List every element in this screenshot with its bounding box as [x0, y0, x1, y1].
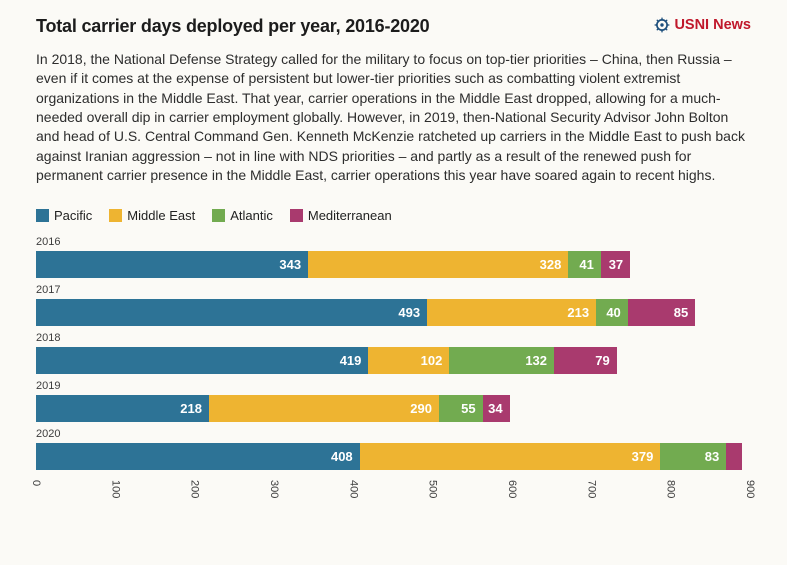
x-axis-tick-label: 200 [188, 480, 201, 499]
legend-swatch [212, 209, 226, 223]
stacked-bar: 408 379 83 [36, 443, 750, 471]
bar-segment-middle-east: 379 [359, 443, 661, 471]
year-label: 2017 [36, 284, 61, 297]
bar-value-label: 328 [539, 257, 562, 273]
bar-value-label: 34 [488, 401, 503, 417]
bar-value-label: 83 [704, 449, 720, 465]
bar-row-2020: 2020 408 379 83 [36, 428, 750, 471]
bar-segment-pacific: 419 [36, 347, 369, 375]
bar-value-label: 55 [461, 401, 476, 417]
bar-value-label: 290 [410, 401, 432, 417]
bar-value-label: 493 [398, 305, 421, 321]
bar-value-label: 85 [673, 305, 689, 321]
legend-swatch [289, 209, 303, 223]
legend-label: Mediterranean [307, 208, 392, 224]
legend-label: Middle East [127, 208, 196, 224]
legend-swatch [109, 209, 123, 223]
x-axis-tick-label: 800 [664, 480, 677, 499]
bar-segment-atlantic: 41 [568, 251, 601, 279]
bar-segment-mediterranean: 34 [482, 395, 510, 423]
usni-news-logo: USNI News [654, 17, 751, 33]
x-axis: 0 100 200 300 400 500 600 700 800 900 [30, 476, 756, 524]
bar-value-label: 41 [579, 257, 594, 273]
stacked-bar: 493 213 40 85 [36, 299, 750, 327]
bar-segment-atlantic: 55 [439, 395, 483, 423]
bar-segment-pacific: 408 [36, 443, 360, 471]
x-axis-tick-label: 400 [347, 480, 360, 499]
bar-segment-middle-east: 290 [208, 395, 439, 423]
stacked-bar: 218 290 55 34 [36, 395, 750, 423]
x-axis-tick-label: 300 [268, 480, 280, 499]
legend-item-pacific: Pacific [36, 208, 92, 223]
bar-value-label: 40 [606, 305, 621, 321]
bar-segment-middle-east: 213 [427, 299, 597, 327]
bar-value-label: 37 [608, 257, 624, 273]
bar-segment-mediterranean: 85 [627, 299, 696, 327]
legend-label: Atlantic [230, 208, 273, 224]
x-axis-tick-label: 700 [585, 480, 598, 499]
legend-swatch [36, 209, 49, 223]
bar-row-2019: 2019 218 290 55 34 [36, 380, 750, 423]
bar-value-label: 343 [279, 257, 302, 273]
stacked-bar: 343 328 41 37 [36, 251, 750, 279]
bar-value-label: 132 [525, 353, 548, 369]
legend-item-atlantic: Atlantic [212, 208, 273, 223]
year-label: 2019 [36, 380, 61, 393]
bar-segment-pacific: 343 [36, 251, 309, 279]
legend-item-mediterranean: Mediterranean [289, 208, 392, 224]
brand-name: USNI News [674, 17, 751, 33]
bar-value-label: 102 [420, 353, 443, 369]
legend-label: Pacific [54, 208, 93, 224]
bar-segment-atlantic: 40 [596, 299, 628, 327]
bar-row-2017: 2017 493 213 40 85 [36, 284, 750, 327]
x-axis-tick-label: 100 [109, 480, 122, 499]
bar-row-2018: 2018 419 102 132 79 [36, 332, 750, 375]
chart-card: Total carrier days deployed per year, 20… [30, 16, 756, 524]
legend-item-middle-east: Middle East [109, 208, 195, 223]
x-axis-tick-label: 900 [744, 480, 756, 499]
header: Total carrier days deployed per year, 20… [36, 16, 751, 37]
bar-value-label: 379 [631, 449, 654, 465]
bar-segment-mediterranean [726, 443, 743, 471]
stacked-bar: 419 102 132 79 [36, 347, 750, 375]
bar-segment-pacific: 493 [36, 299, 428, 327]
bar-value-label: 213 [567, 305, 590, 321]
x-axis-tick-label: 500 [426, 480, 439, 499]
bar-segment-middle-east: 102 [368, 347, 450, 375]
chart-description: In 2018, the National Defense Strategy c… [36, 51, 745, 183]
bar-value-label: 79 [595, 353, 610, 369]
bar-value-label: 408 [330, 449, 353, 465]
year-label: 2020 [36, 428, 61, 441]
legend: Pacific Middle East Atlantic Mediterranean [36, 208, 751, 223]
bar-segment-middle-east: 328 [308, 251, 569, 279]
bar-row-2016: 2016 343 328 41 37 [36, 236, 750, 279]
year-label: 2018 [36, 332, 61, 345]
bar-rows: 2016 343 328 41 37 2017 493 213 40 85 2018 419 102 13… [36, 236, 750, 471]
bar-value-label: 218 [180, 401, 202, 417]
x-axis-tick-label: 0 [30, 480, 42, 487]
bar-segment-atlantic: 83 [660, 443, 727, 471]
bar-segment-mediterranean: 79 [554, 347, 617, 375]
bar-segment-pacific: 218 [36, 395, 209, 423]
page-title: Total carrier days deployed per year, 20… [36, 16, 430, 36]
bar-segment-atlantic: 132 [449, 347, 555, 375]
ship-wheel-icon [655, 17, 670, 33]
x-axis-tick-label: 600 [506, 480, 518, 499]
stacked-bar-chart: 2016 343 328 41 37 2017 493 213 40 85 2018 419 102 13… [30, 236, 756, 524]
year-label: 2016 [36, 236, 61, 249]
bar-value-label: 419 [339, 353, 362, 369]
bar-segment-mediterranean: 37 [600, 251, 631, 279]
